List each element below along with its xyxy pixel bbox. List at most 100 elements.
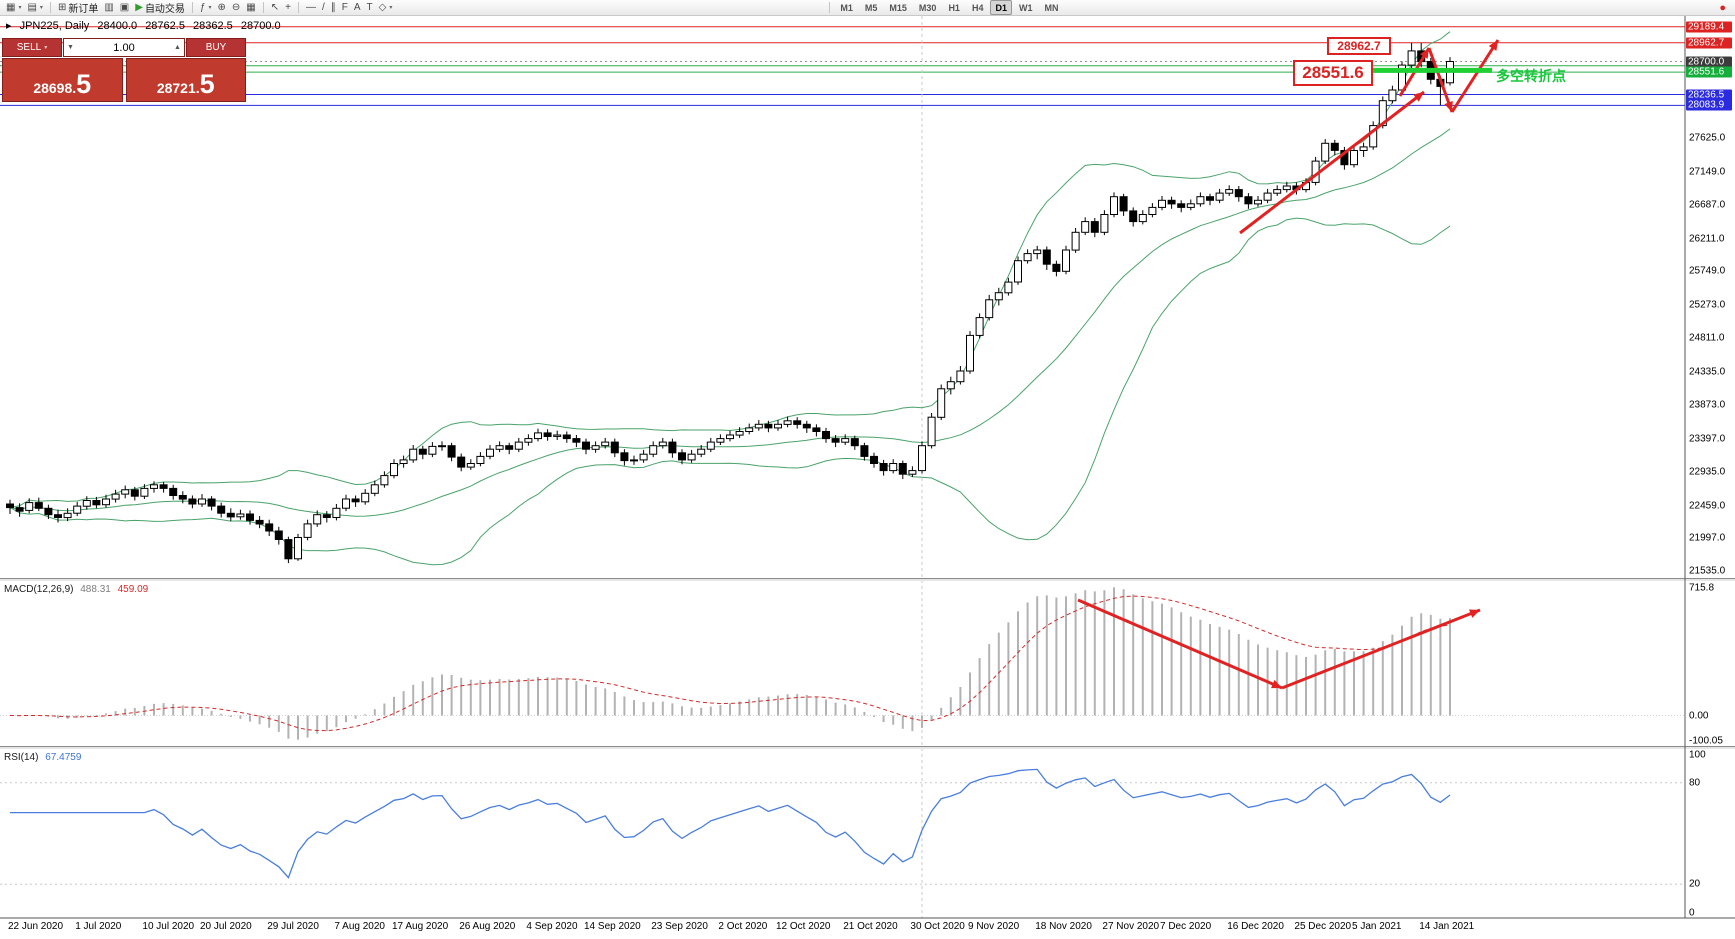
date-axis-label[interactable]: 5 Jan 2021 [1352, 921, 1402, 932]
price-axis-tick[interactable]: 22935.0 [1689, 466, 1726, 478]
profiles-icon[interactable]: ▤ ▾ [24, 1, 45, 15]
timeframe-button-d1[interactable]: D1 [990, 0, 1012, 15]
chevron-down-icon[interactable]: ▾ [208, 5, 212, 11]
date-axis-label[interactable]: 16 Dec 2020 [1227, 921, 1284, 932]
date-axis-label[interactable]: 18 Nov 2020 [1035, 921, 1092, 932]
panel-collapse-arrow-icon[interactable]: ▸ [6, 20, 12, 32]
zoom-out-icon[interactable]: ⊖ [229, 1, 243, 15]
price-axis-tick[interactable]: 23873.0 [1689, 399, 1726, 411]
timeframe-button-h4[interactable]: H4 [971, 2, 984, 13]
navigator-icon[interactable]: ▣ [117, 1, 132, 15]
volume-stepper[interactable]: ▼ 1.00 ▲ [63, 38, 185, 57]
buy-button[interactable]: BUY [186, 38, 246, 57]
date-axis-label[interactable]: 10 Jul 2020 [142, 921, 195, 932]
channel-icon[interactable]: ∥ [328, 1, 339, 15]
date-axis-label[interactable]: 7 Aug 2020 [334, 921, 385, 932]
timeframe-button-h1[interactable]: H1 [948, 2, 960, 13]
trendline-icon[interactable]: / [319, 1, 328, 15]
fibonacci-icon[interactable]: F [339, 1, 351, 15]
new-order-button[interactable]: ⊞ 新订单 [55, 1, 101, 16]
price-axis-tick[interactable]: 27625.0 [1689, 132, 1726, 144]
candle-body [82, 500, 91, 507]
buy-price-button[interactable]: 28721. 5 [125, 58, 246, 102]
indicators-icon[interactable]: ƒ ▾ [197, 1, 215, 15]
date-axis-label[interactable]: 23 Sep 2020 [651, 921, 708, 932]
pane-separator[interactable] [0, 579, 1735, 581]
chevron-down-icon[interactable]: ▾ [39, 5, 43, 11]
date-axis-label[interactable]: 4 Sep 2020 [526, 921, 578, 932]
price-axis-tick[interactable]: 21535.0 [1689, 565, 1726, 577]
candle-body [658, 441, 667, 447]
volume-value[interactable]: 1.00 [113, 41, 135, 54]
price-axis-tick[interactable]: 27149.0 [1689, 166, 1726, 178]
chevron-down-icon[interactable]: ▾ [18, 5, 22, 11]
date-axis-label[interactable]: 25 Dec 2020 [1294, 921, 1352, 932]
sell-price-button[interactable]: 28698. 5 [2, 58, 123, 102]
timeframe-button-m1[interactable]: M1 [840, 2, 853, 13]
rsi-layer [0, 768, 1685, 885]
toolbar-separator [297, 2, 299, 13]
date-axis-label[interactable]: 29 Jul 2020 [267, 921, 319, 932]
volume-decrement-icon[interactable]: ▼ [67, 43, 74, 51]
timeframe-button-m5[interactable]: M5 [864, 2, 878, 13]
sell-button[interactable]: SELL ▾ [2, 38, 62, 57]
price-axis-tick[interactable]: 25749.0 [1689, 265, 1726, 277]
date-axis-label[interactable]: 14 Sep 2020 [584, 921, 641, 932]
date-axis-label[interactable]: 2 Oct 2020 [718, 921, 768, 932]
date-axis-label[interactable]: 7 Dec 2020 [1160, 921, 1212, 932]
label-icon[interactable]: T [364, 1, 376, 15]
pane-separator[interactable] [0, 747, 1735, 749]
sell-price-main: 28698. [33, 80, 77, 96]
shapes-icon[interactable]: ◇ ▾ [376, 1, 396, 15]
zoom-in-icon: ⊕ [217, 1, 226, 13]
price-axis-tick[interactable]: 23397.0 [1689, 433, 1726, 445]
date-axis-label[interactable]: 27 Nov 2020 [1102, 921, 1160, 932]
price-axis-tick[interactable]: 24335.0 [1689, 366, 1726, 378]
date-axis-label[interactable]: 20 Jul 2020 [200, 921, 252, 932]
ohlc-close: 28700.0 [240, 20, 281, 32]
date-axis-label[interactable]: 21 Oct 2020 [843, 921, 898, 932]
cursor-icon[interactable]: ↖ [268, 1, 282, 15]
market-watch-icon[interactable]: ▥ [101, 1, 116, 15]
symbol-period-label: JPN225, Daily [19, 20, 90, 32]
price-axis-tick[interactable]: 26687.0 [1689, 199, 1726, 211]
candle-body [265, 523, 274, 532]
candle-body [745, 427, 754, 432]
date-axis-label[interactable]: 30 Oct 2020 [910, 921, 965, 932]
date-axis-label[interactable]: 1 Jul 2020 [75, 921, 122, 932]
date-axis-label[interactable]: 26 Aug 2020 [459, 921, 516, 932]
date-axis-label[interactable]: 9 Nov 2020 [968, 921, 1020, 932]
price-axis-tick[interactable]: 26211.0 [1689, 233, 1725, 245]
candle-body [188, 498, 197, 505]
price-axis-tick[interactable]: 22459.0 [1689, 500, 1726, 511]
new-chart-icon[interactable]: ▦ ▾ [3, 1, 24, 15]
date-axis-label[interactable]: 22 Jun 2020 [8, 921, 64, 932]
alert-status-icon[interactable]: ● [1719, 1, 1726, 14]
volume-increment-icon[interactable]: ▲ [174, 43, 181, 51]
chevron-down-icon[interactable]: ▾ [389, 5, 393, 11]
price-axis-tick[interactable]: 24811.0 [1689, 332, 1725, 344]
price-axis-tick[interactable]: 25273.0 [1689, 299, 1726, 311]
pane-separator[interactable] [0, 578, 1735, 579]
candle-body [601, 441, 610, 447]
candle-body [1196, 196, 1205, 205]
price-axis-tick[interactable]: 21997.0 [1689, 532, 1726, 544]
timeframe-button-m15[interactable]: M15 [889, 2, 907, 13]
arrowhead [1271, 679, 1282, 689]
date-axis-label[interactable]: 12 Oct 2020 [776, 921, 831, 932]
candle-body [812, 427, 821, 432]
candle-body [1378, 100, 1387, 127]
crosshair-icon[interactable]: + [282, 1, 294, 15]
horizontal-line-icon[interactable]: — [303, 1, 319, 15]
date-axis-label[interactable]: 17 Aug 2020 [392, 921, 449, 932]
date-axis-label[interactable]: 14 Jan 2021 [1419, 921, 1475, 932]
timeframe-button-w1[interactable]: W1 [1018, 2, 1033, 13]
tile-windows-icon[interactable]: ▦ [243, 1, 258, 15]
text-icon[interactable]: A [351, 1, 364, 15]
timeframe-button-m30[interactable]: M30 [918, 2, 937, 13]
zoom-in-icon[interactable]: ⊕ [215, 1, 229, 15]
autotrading-button[interactable]: ▶ 自动交易 [132, 1, 188, 16]
pane-separator[interactable] [0, 746, 1735, 747]
timeframe-button-mn[interactable]: MN [1044, 2, 1059, 13]
